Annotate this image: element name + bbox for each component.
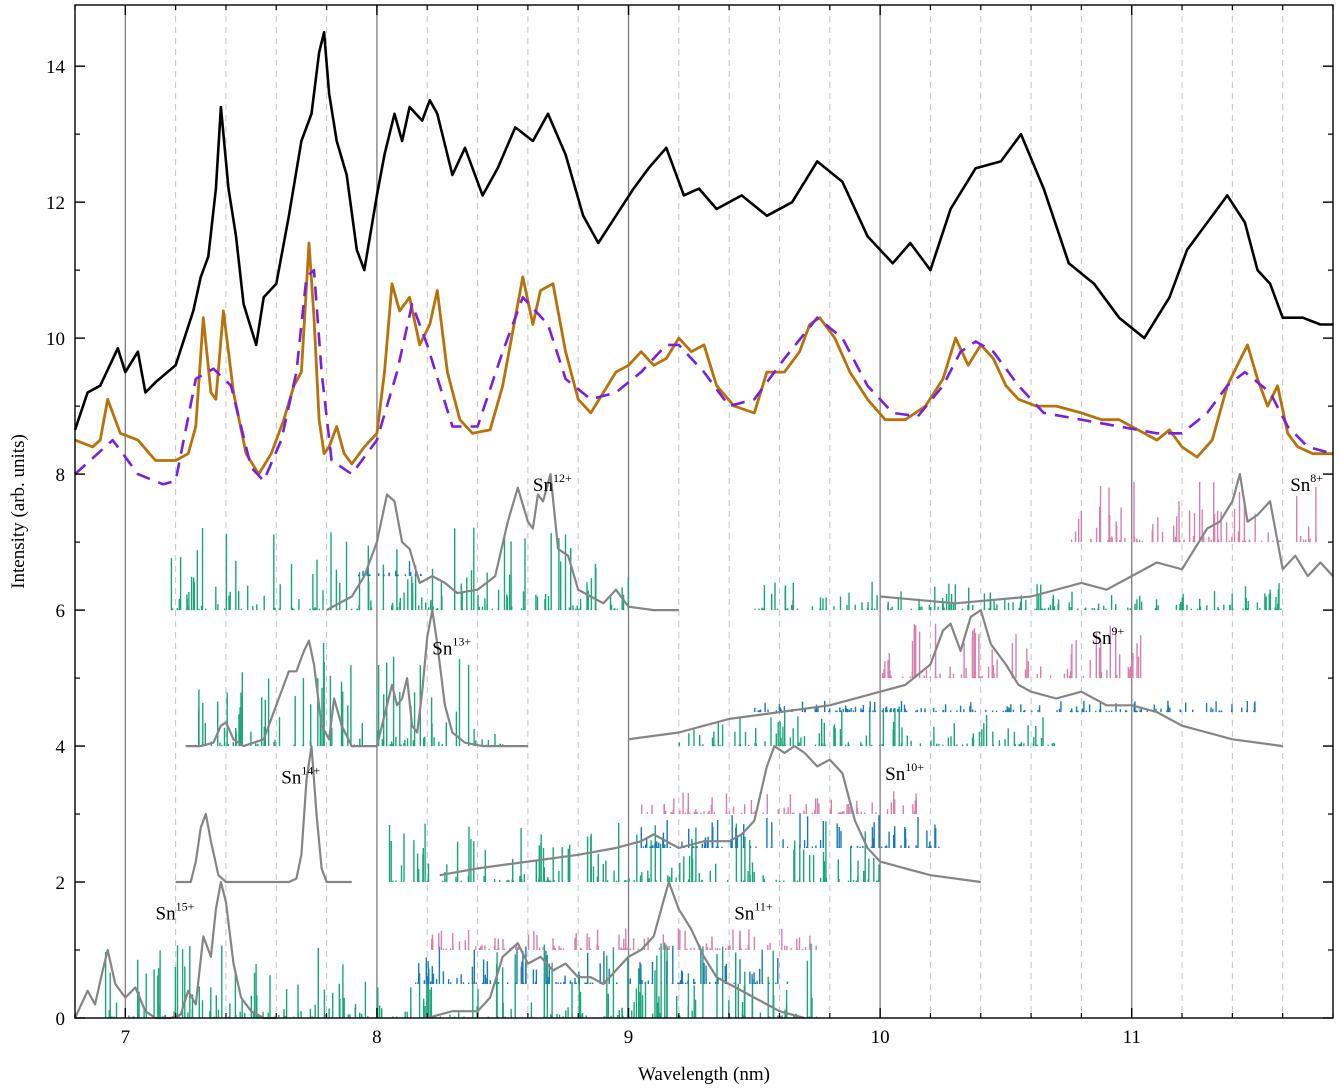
ion-spectrum-sn13plus — [185, 609, 528, 748]
ion-spectrum-sn8plus — [880, 473, 1334, 605]
plot-frame — [74, 4, 1334, 1019]
stick-group-3 — [388, 821, 880, 882]
ion-label-charge: 9+ — [1112, 624, 1125, 638]
purple-series-line — [74, 268, 1334, 486]
stick-group-14 — [1070, 481, 1317, 543]
stick-group-4 — [640, 813, 940, 848]
stick-group-5 — [641, 791, 918, 814]
black-series-line — [73, 30, 1333, 431]
x-axis-title: Wavelength (nm) — [638, 1064, 770, 1085]
ion-label-charge: 8+ — [1310, 471, 1323, 485]
stick-group-2 — [431, 928, 817, 950]
x-tick-label: 7 — [121, 1027, 131, 1048]
x-tick-label: 9 — [624, 1027, 634, 1048]
ion-label-2: Sn13+ — [432, 634, 471, 659]
ion-spectrum-sn10plus — [439, 745, 981, 884]
stick-group-9 — [754, 700, 1256, 713]
y-tick-label: 14 — [46, 57, 66, 78]
stick-group-8 — [678, 706, 1056, 747]
ion-spectrum-sn14plus — [175, 745, 352, 884]
x-tick-label: 8 — [372, 1027, 382, 1048]
ion-label-charge: 14+ — [301, 763, 320, 777]
stick-group-13 — [754, 581, 1282, 611]
stick-spectra — [104, 481, 1317, 1018]
x-tick-label: 10 — [871, 1027, 890, 1048]
y-tick-label: 8 — [56, 465, 66, 486]
ion-spectra — [74, 473, 1334, 1020]
ion-label-3: Sn12+ — [533, 471, 572, 496]
stick-group-6 — [198, 642, 363, 747]
ion-label-7: Sn8+ — [1290, 471, 1323, 496]
y-tick-label: 12 — [46, 193, 65, 214]
y-tick-label: 0 — [56, 1009, 66, 1030]
axes: 7 8 9 10 11 0 2 4 6 8 10 12 14 — [46, 5, 1334, 1048]
orange-series-line — [74, 241, 1333, 476]
grid-lines — [124, 5, 1284, 1018]
series-lines — [73, 30, 1334, 486]
ion-label-0: Sn15+ — [156, 899, 195, 924]
stick-group-10 — [881, 623, 1142, 679]
ion-label-charge: 12+ — [553, 471, 572, 485]
y-tick-label: 2 — [56, 873, 66, 894]
x-tick-label: 11 — [1123, 1027, 1141, 1048]
ion-labels: Sn15+Sn14+Sn13+Sn12+Sn11+Sn10+Sn9+Sn8+ — [156, 471, 1324, 924]
ion-label-4: Sn11+ — [734, 899, 773, 924]
ion-spectrum-sn15plus — [74, 880, 277, 1020]
stick-group-1 — [415, 945, 789, 984]
stick-group-11 — [170, 527, 629, 611]
ion-label-charge: 13+ — [452, 634, 471, 648]
ion-label-6: Sn9+ — [1091, 624, 1124, 649]
ion-spectrum-sn9plus — [628, 609, 1283, 748]
ion-spectrum-sn11plus — [426, 880, 805, 1020]
y-axis-title: Intensity (arb. units) — [8, 434, 29, 589]
y-tick-label: 10 — [46, 329, 65, 350]
y-tick-label: 6 — [56, 601, 66, 622]
ion-label-charge: 15+ — [176, 899, 195, 913]
y-tick-label: 4 — [56, 737, 66, 758]
ion-label-charge: 10+ — [905, 760, 924, 774]
ion-spectrum-sn12plus — [326, 473, 679, 612]
ion-label-5: Sn10+ — [885, 760, 924, 785]
ion-label-charge: 11+ — [754, 899, 773, 913]
